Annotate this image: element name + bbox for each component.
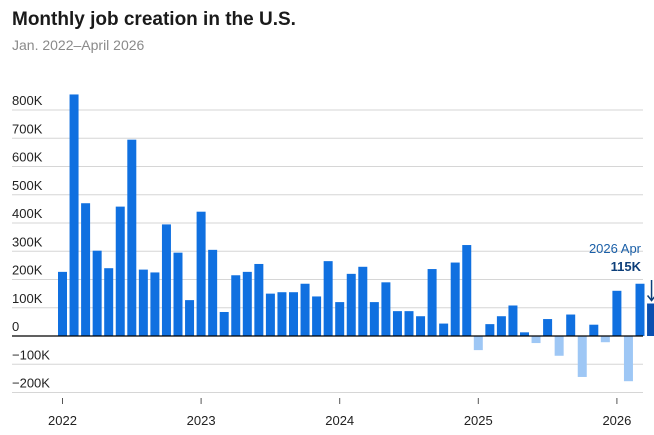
bar	[127, 139, 137, 336]
bar	[635, 283, 645, 336]
bar	[496, 316, 506, 336]
bar	[196, 211, 206, 336]
bar	[381, 282, 391, 336]
y-tick-label: −100K	[12, 347, 50, 362]
bar	[462, 245, 472, 336]
y-tick-label: 400K	[12, 206, 43, 221]
bar	[92, 250, 102, 336]
bar	[589, 324, 599, 336]
y-tick-label: 600K	[12, 150, 43, 165]
bar	[254, 263, 264, 336]
bar	[104, 268, 114, 336]
bar	[289, 292, 298, 336]
bar	[173, 252, 183, 336]
y-tick-label: 0	[12, 319, 19, 334]
x-tick-label: 2024	[325, 413, 354, 428]
bar	[647, 303, 654, 336]
bar	[312, 296, 322, 336]
bar	[150, 272, 160, 336]
bar	[277, 292, 287, 336]
x-axis-ticks: 2022 2023 2024 2025 2026	[48, 398, 631, 428]
bar	[543, 319, 553, 336]
bar	[485, 324, 495, 336]
bar	[58, 271, 67, 336]
bars	[58, 94, 654, 382]
bar	[161, 224, 171, 336]
bar	[439, 323, 449, 336]
bar	[231, 275, 241, 336]
bar	[473, 336, 483, 351]
bar	[416, 316, 426, 336]
bar	[392, 311, 402, 336]
bar	[219, 311, 229, 336]
bar	[242, 271, 252, 336]
y-tick-label: 700K	[12, 121, 43, 136]
bar	[358, 266, 368, 336]
bar	[531, 336, 541, 344]
annotation-value: 115K	[611, 259, 642, 274]
bar	[600, 336, 610, 343]
bar	[346, 273, 356, 336]
bar	[323, 261, 333, 336]
x-tick-label: 2026	[602, 413, 631, 428]
x-tick-label: 2023	[187, 413, 216, 428]
bar	[335, 302, 345, 336]
y-tick-label: 500K	[12, 178, 43, 193]
y-tick-label: 100K	[12, 291, 43, 306]
bar	[185, 300, 195, 336]
y-tick-label: 800K	[12, 93, 43, 108]
bar	[612, 290, 622, 336]
bar	[566, 314, 576, 336]
bar	[577, 336, 587, 377]
bar	[554, 336, 564, 356]
bar	[404, 311, 414, 336]
bar	[69, 94, 79, 337]
x-tick-label: 2025	[464, 413, 493, 428]
y-axis-ticks: −200K −100K 0 100K 200K 300K 400K 500K 600K 700K 8…	[12, 93, 50, 391]
bar	[450, 262, 460, 336]
annotation-label: 2026 Apr	[589, 241, 642, 256]
gridlines	[12, 109, 643, 393]
annotation-arrow-icon	[646, 280, 654, 302]
chart-subtitle: Jan. 2022–April 2026	[12, 37, 145, 53]
bar	[508, 305, 518, 336]
x-tick-label: 2022	[48, 413, 77, 428]
bar	[427, 269, 437, 336]
bar	[138, 269, 148, 336]
bar	[623, 336, 633, 382]
bar	[520, 332, 529, 336]
y-tick-label: −200K	[12, 376, 50, 391]
y-tick-label: 300K	[12, 234, 43, 249]
bar	[369, 302, 379, 336]
y-tick-label: 200K	[12, 263, 43, 278]
bar	[115, 206, 125, 336]
bar	[265, 293, 275, 336]
chart-title: Monthly job creation in the U.S.	[12, 9, 296, 30]
latest-annotation: 2026 Apr 115K	[589, 241, 654, 302]
bar	[208, 249, 218, 336]
bar	[81, 203, 91, 336]
bar	[300, 283, 310, 336]
